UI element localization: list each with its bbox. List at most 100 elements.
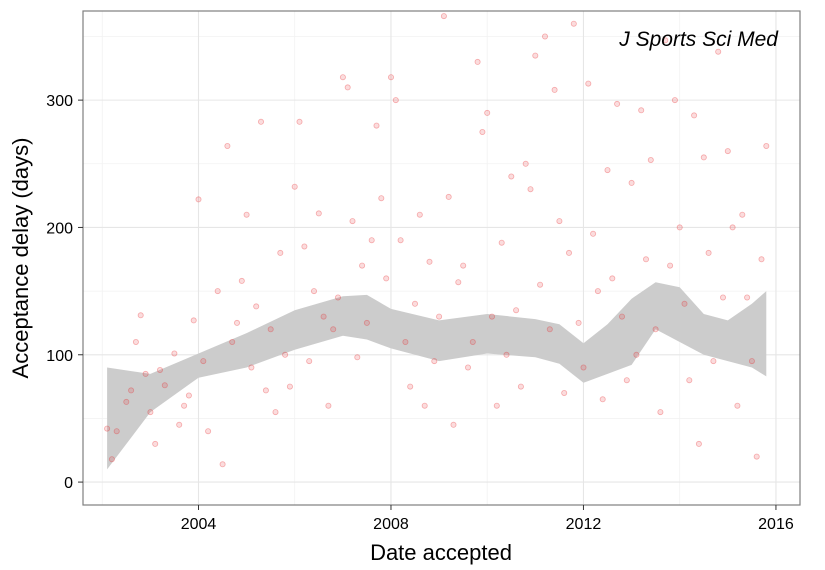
data-point — [624, 378, 629, 383]
data-point — [249, 365, 254, 370]
data-point — [307, 359, 312, 364]
data-point — [225, 143, 230, 148]
data-point — [287, 384, 292, 389]
data-point — [475, 59, 480, 64]
data-point — [292, 184, 297, 189]
data-point — [523, 161, 528, 166]
data-point — [157, 367, 162, 372]
data-point — [740, 212, 745, 217]
data-point — [595, 289, 600, 294]
data-point — [696, 441, 701, 446]
data-point — [581, 365, 586, 370]
data-point — [600, 397, 605, 402]
data-point — [258, 119, 263, 124]
data-point — [143, 371, 148, 376]
y-tick-label: 200 — [46, 220, 73, 237]
minor-gridlines — [83, 11, 800, 505]
x-tick-label: 2016 — [758, 516, 794, 533]
data-point — [206, 429, 211, 434]
data-point — [634, 352, 639, 357]
x-tick-label: 2004 — [181, 516, 217, 533]
data-point — [648, 157, 653, 162]
data-point — [124, 399, 129, 404]
data-point — [485, 110, 490, 115]
data-point — [562, 390, 567, 395]
data-point — [687, 378, 692, 383]
data-point — [379, 196, 384, 201]
data-point — [542, 34, 547, 39]
data-point — [547, 327, 552, 332]
data-point — [340, 75, 345, 80]
data-point — [749, 359, 754, 364]
data-point — [432, 359, 437, 364]
confidence-band — [107, 282, 766, 469]
data-point — [172, 351, 177, 356]
data-point — [273, 410, 278, 415]
data-point — [586, 81, 591, 86]
x-tick-label: 2012 — [566, 516, 602, 533]
y-axis-title: Acceptance delay (days) — [8, 138, 33, 379]
data-point — [538, 282, 543, 287]
data-point — [364, 320, 369, 325]
data-point — [335, 295, 340, 300]
data-point — [408, 384, 413, 389]
x-tick-label: 2008 — [373, 516, 409, 533]
data-point — [234, 320, 239, 325]
data-point — [509, 174, 514, 179]
data-point — [514, 308, 519, 313]
data-point — [759, 257, 764, 262]
data-point — [148, 410, 153, 415]
data-point — [278, 250, 283, 255]
data-point — [764, 143, 769, 148]
data-point — [571, 21, 576, 26]
data-point — [388, 75, 393, 80]
data-point — [196, 197, 201, 202]
data-point — [494, 403, 499, 408]
data-point — [446, 194, 451, 199]
data-point — [138, 313, 143, 318]
data-point — [677, 225, 682, 230]
data-point — [355, 355, 360, 360]
data-point — [745, 295, 750, 300]
data-point — [730, 225, 735, 230]
data-point — [557, 219, 562, 224]
x-axis-ticks: 2004 2008 2012 2016 — [181, 505, 794, 533]
data-point — [701, 155, 706, 160]
data-point — [441, 14, 446, 19]
data-point — [615, 101, 620, 106]
data-point — [403, 339, 408, 344]
data-point — [470, 339, 475, 344]
y-tick-label: 0 — [64, 475, 73, 492]
data-point — [384, 276, 389, 281]
data-point — [182, 403, 187, 408]
data-point — [360, 263, 365, 268]
x-axis-title: Date accepted — [370, 540, 512, 565]
data-point — [576, 320, 581, 325]
data-point — [109, 457, 114, 462]
data-point — [311, 289, 316, 294]
data-point — [321, 314, 326, 319]
data-point — [297, 119, 302, 124]
data-point — [692, 113, 697, 118]
data-point — [254, 304, 259, 309]
data-point — [754, 454, 759, 459]
data-point — [499, 240, 504, 245]
data-point — [528, 187, 533, 192]
data-point — [244, 212, 249, 217]
plot-border — [83, 11, 800, 505]
data-point — [153, 441, 158, 446]
data-point — [331, 327, 336, 332]
major-gridlines — [83, 11, 800, 505]
data-point — [162, 383, 167, 388]
data-point — [345, 85, 350, 90]
data-point — [682, 301, 687, 306]
data-point — [417, 212, 422, 217]
data-point — [456, 280, 461, 285]
data-point — [230, 339, 235, 344]
data-point — [263, 388, 268, 393]
data-point — [437, 314, 442, 319]
data-point — [658, 410, 663, 415]
data-point — [668, 263, 673, 268]
data-point — [350, 219, 355, 224]
data-points — [105, 14, 769, 467]
